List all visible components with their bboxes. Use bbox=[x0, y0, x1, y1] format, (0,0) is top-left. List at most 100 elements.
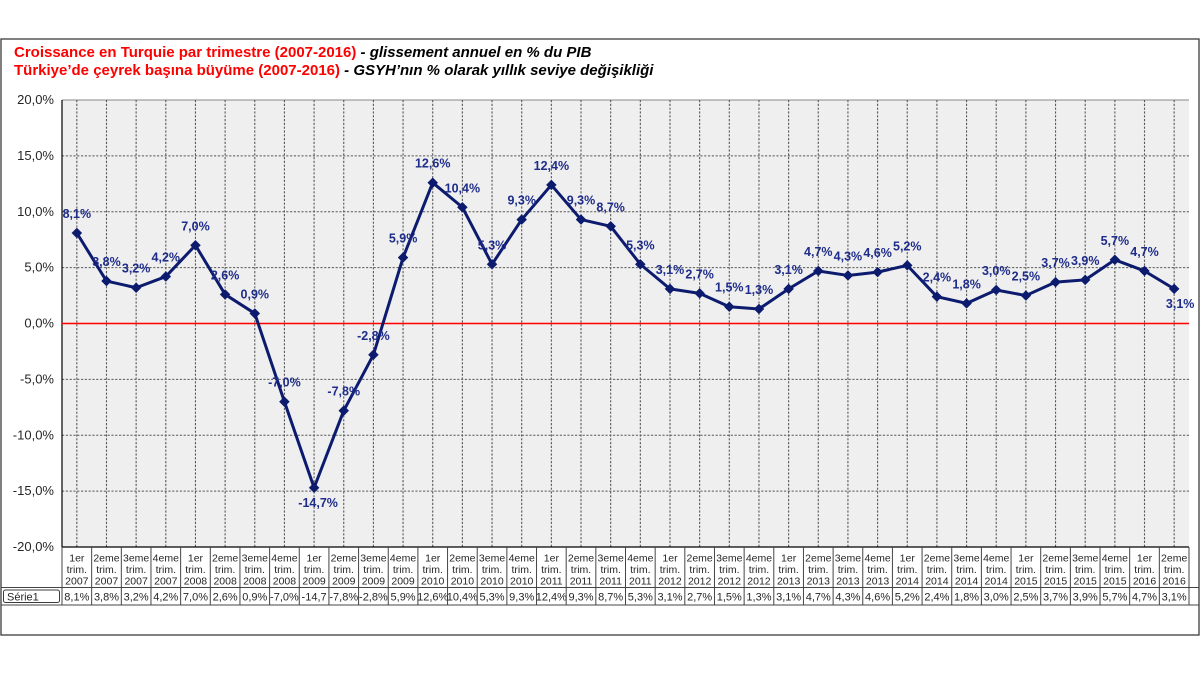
svg-text:2,7%: 2,7% bbox=[687, 592, 712, 604]
svg-text:trim.: trim. bbox=[1134, 564, 1154, 576]
svg-text:7,0%: 7,0% bbox=[183, 592, 208, 604]
svg-text:-5,0%: -5,0% bbox=[20, 371, 54, 386]
svg-text:trim.: trim. bbox=[1075, 564, 1095, 576]
svg-text:1er: 1er bbox=[900, 552, 916, 564]
svg-text:2007: 2007 bbox=[124, 576, 148, 588]
svg-text:-20,0%: -20,0% bbox=[13, 539, 55, 554]
svg-text:trim.: trim. bbox=[1016, 564, 1036, 576]
svg-text:2012: 2012 bbox=[747, 576, 771, 588]
svg-text:2,5%: 2,5% bbox=[1013, 592, 1038, 604]
svg-text:5,7%: 5,7% bbox=[1101, 234, 1130, 248]
svg-text:5,9%: 5,9% bbox=[389, 232, 418, 246]
svg-text:4eme: 4eme bbox=[1102, 552, 1128, 564]
svg-text:trim.: trim. bbox=[126, 564, 146, 576]
svg-text:5,3%: 5,3% bbox=[480, 592, 505, 604]
svg-text:2eme: 2eme bbox=[331, 552, 357, 564]
svg-text:8,1%: 8,1% bbox=[63, 207, 92, 221]
svg-text:trim.: trim. bbox=[927, 564, 947, 576]
svg-text:2008: 2008 bbox=[184, 576, 208, 588]
svg-text:3,9%: 3,9% bbox=[1073, 592, 1098, 604]
svg-text:3,1%: 3,1% bbox=[657, 592, 682, 604]
svg-text:2eme: 2eme bbox=[805, 552, 831, 564]
svg-text:-7,0%: -7,0% bbox=[270, 592, 299, 604]
svg-text:10,4%: 10,4% bbox=[445, 181, 480, 195]
svg-text:1,3%: 1,3% bbox=[745, 283, 774, 297]
svg-text:2eme: 2eme bbox=[1161, 552, 1187, 564]
svg-text:8,7%: 8,7% bbox=[596, 200, 625, 214]
svg-text:3eme: 3eme bbox=[716, 552, 742, 564]
svg-text:trim.: trim. bbox=[215, 564, 235, 576]
svg-text:2008: 2008 bbox=[243, 576, 267, 588]
svg-text:4,2%: 4,2% bbox=[153, 592, 178, 604]
svg-text:3,8%: 3,8% bbox=[94, 592, 119, 604]
svg-text:-10,0%: -10,0% bbox=[13, 427, 55, 442]
svg-text:2009: 2009 bbox=[362, 576, 386, 588]
svg-text:4eme: 4eme bbox=[746, 552, 772, 564]
svg-text:5,9%: 5,9% bbox=[391, 592, 416, 604]
svg-text:10,0%: 10,0% bbox=[17, 204, 54, 219]
svg-text:3,8%: 3,8% bbox=[92, 255, 121, 269]
svg-text:10,4%: 10,4% bbox=[447, 592, 478, 604]
svg-text:2eme: 2eme bbox=[924, 552, 950, 564]
svg-text:3,1%: 3,1% bbox=[776, 592, 801, 604]
svg-text:trim.: trim. bbox=[808, 564, 828, 576]
svg-text:trim.: trim. bbox=[511, 564, 531, 576]
svg-text:trim.: trim. bbox=[156, 564, 176, 576]
svg-text:trim.: trim. bbox=[67, 564, 87, 576]
svg-text:trim.: trim. bbox=[393, 564, 413, 576]
svg-text:2008: 2008 bbox=[273, 576, 297, 588]
svg-text:1er: 1er bbox=[188, 552, 204, 564]
svg-text:3eme: 3eme bbox=[360, 552, 386, 564]
svg-text:3eme: 3eme bbox=[479, 552, 505, 564]
svg-text:2014: 2014 bbox=[896, 576, 920, 588]
svg-text:trim.: trim. bbox=[1045, 564, 1065, 576]
svg-text:3,0%: 3,0% bbox=[984, 592, 1009, 604]
svg-text:4,6%: 4,6% bbox=[865, 592, 890, 604]
svg-text:trim.: trim. bbox=[245, 564, 265, 576]
svg-text:trim.: trim. bbox=[749, 564, 769, 576]
svg-text:2012: 2012 bbox=[718, 576, 742, 588]
svg-text:2009: 2009 bbox=[332, 576, 356, 588]
svg-text:trim.: trim. bbox=[334, 564, 354, 576]
svg-text:5,2%: 5,2% bbox=[895, 592, 920, 604]
svg-text:2011: 2011 bbox=[570, 576, 593, 588]
svg-text:1,8%: 1,8% bbox=[954, 592, 979, 604]
svg-text:Série1: Série1 bbox=[7, 592, 39, 604]
svg-text:0,0%: 0,0% bbox=[24, 316, 54, 331]
svg-text:2007: 2007 bbox=[154, 576, 178, 588]
svg-text:trim.: trim. bbox=[660, 564, 680, 576]
svg-text:1,5%: 1,5% bbox=[715, 281, 744, 295]
svg-text:trim.: trim. bbox=[986, 564, 1006, 576]
svg-text:2012: 2012 bbox=[658, 576, 682, 588]
svg-text:8,1%: 8,1% bbox=[64, 592, 89, 604]
svg-text:1er: 1er bbox=[662, 552, 678, 564]
svg-text:2007: 2007 bbox=[95, 576, 119, 588]
svg-text:trim.: trim. bbox=[838, 564, 858, 576]
svg-text:2,4%: 2,4% bbox=[923, 271, 952, 285]
svg-text:3eme: 3eme bbox=[1072, 552, 1098, 564]
svg-text:4,7%: 4,7% bbox=[806, 592, 831, 604]
svg-text:trim.: trim. bbox=[363, 564, 383, 576]
svg-text:2007: 2007 bbox=[65, 576, 89, 588]
svg-text:trim.: trim. bbox=[96, 564, 116, 576]
svg-text:-7,0%: -7,0% bbox=[268, 376, 301, 390]
svg-text:trim.: trim. bbox=[571, 564, 591, 576]
svg-text:3,1%: 3,1% bbox=[656, 263, 685, 277]
svg-text:-7,8%: -7,8% bbox=[329, 592, 358, 604]
svg-text:2009: 2009 bbox=[302, 576, 326, 588]
svg-text:1er: 1er bbox=[1018, 552, 1034, 564]
svg-text:-7,8%: -7,8% bbox=[327, 385, 360, 399]
svg-text:2010: 2010 bbox=[421, 576, 445, 588]
svg-text:2eme: 2eme bbox=[449, 552, 475, 564]
svg-text:3eme: 3eme bbox=[123, 552, 149, 564]
svg-text:-14,7%: -14,7% bbox=[298, 496, 338, 510]
svg-text:3,7%: 3,7% bbox=[1043, 592, 1068, 604]
svg-text:3eme: 3eme bbox=[598, 552, 624, 564]
svg-text:2,6%: 2,6% bbox=[213, 592, 238, 604]
svg-text:trim.: trim. bbox=[1164, 564, 1184, 576]
svg-text:1,3%: 1,3% bbox=[746, 592, 771, 604]
svg-text:trim.: trim. bbox=[482, 564, 502, 576]
svg-text:2,7%: 2,7% bbox=[685, 267, 714, 281]
svg-text:4eme: 4eme bbox=[153, 552, 179, 564]
svg-text:-2,8%: -2,8% bbox=[357, 329, 390, 343]
